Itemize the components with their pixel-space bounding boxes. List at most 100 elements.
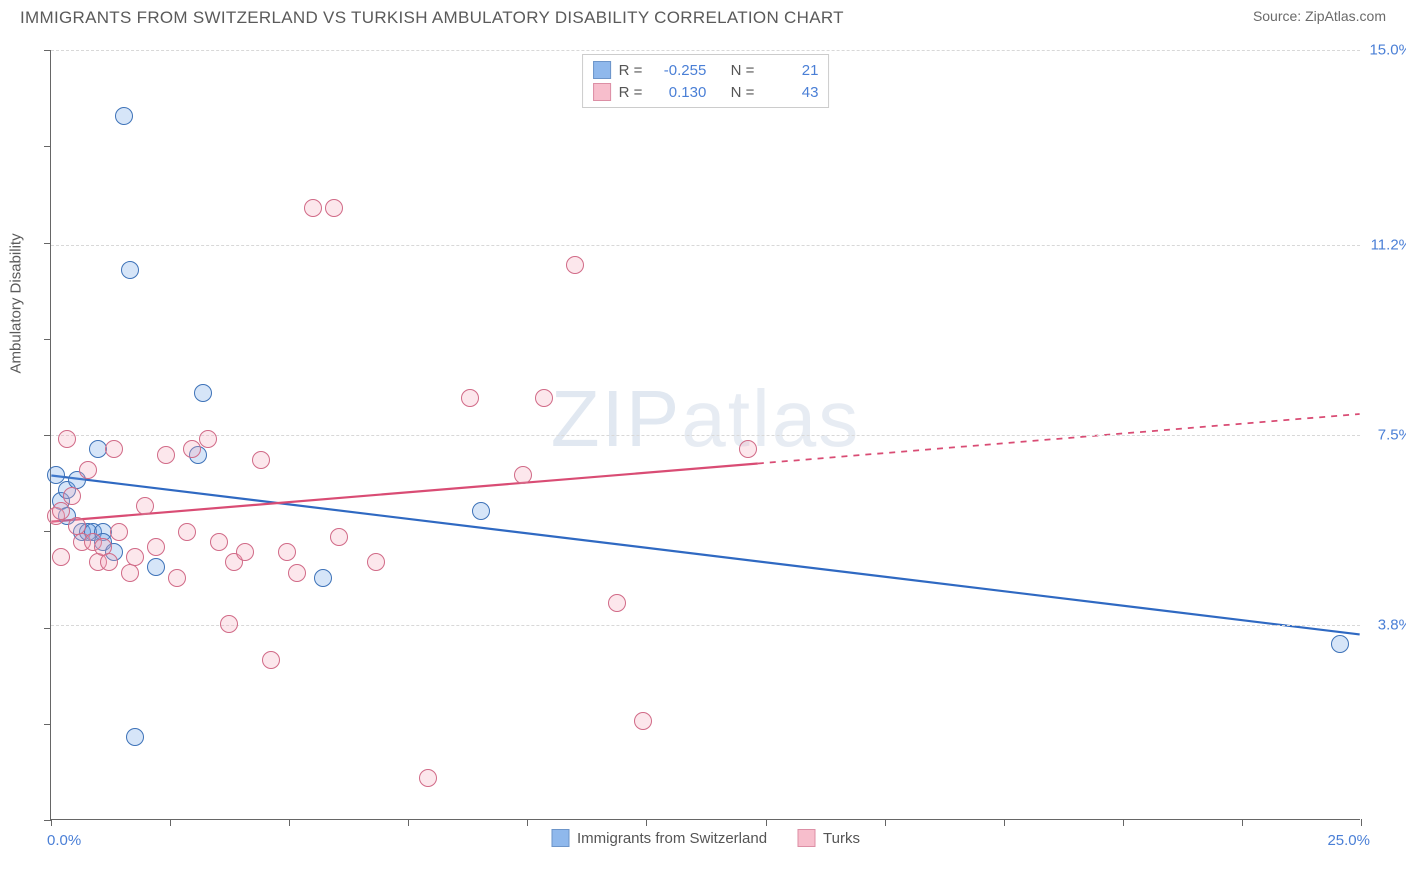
data-point-swiss xyxy=(1331,635,1349,653)
data-point-swiss xyxy=(194,384,212,402)
watermark: ZIPatlas xyxy=(551,373,860,465)
data-point-turks xyxy=(278,543,296,561)
data-point-turks xyxy=(262,651,280,669)
data-point-turks xyxy=(288,564,306,582)
data-point-turks xyxy=(168,569,186,587)
data-point-turks xyxy=(367,553,385,571)
x-tick xyxy=(408,819,409,826)
legend-r-label: R = xyxy=(619,62,643,79)
data-point-turks xyxy=(634,712,652,730)
y-tick xyxy=(44,50,51,51)
x-tick xyxy=(527,819,528,826)
x-tick xyxy=(1242,819,1243,826)
legend-n-label: N = xyxy=(731,84,755,101)
grid-line xyxy=(51,50,1360,51)
data-point-swiss xyxy=(147,558,165,576)
y-tick xyxy=(44,628,51,629)
grid-line xyxy=(51,625,1360,626)
data-point-turks xyxy=(183,440,201,458)
swatch-swiss-icon xyxy=(551,829,569,847)
grid-line xyxy=(51,435,1360,436)
data-point-turks xyxy=(157,446,175,464)
legend-r-value-turks: 0.130 xyxy=(650,84,706,101)
data-point-turks xyxy=(739,440,757,458)
data-point-swiss xyxy=(314,569,332,587)
legend-r-value-swiss: -0.255 xyxy=(650,62,706,79)
data-point-turks xyxy=(126,548,144,566)
x-tick xyxy=(1361,819,1362,826)
data-point-turks xyxy=(220,615,238,633)
data-point-turks xyxy=(325,199,343,217)
data-point-turks xyxy=(147,538,165,556)
source-name: ZipAtlas.com xyxy=(1305,8,1386,24)
data-point-turks xyxy=(178,523,196,541)
data-point-turks xyxy=(236,543,254,561)
data-point-turks xyxy=(79,461,97,479)
y-tick xyxy=(44,435,51,436)
swatch-turks xyxy=(593,83,611,101)
y-tick-label: 7.5% xyxy=(1378,427,1406,444)
legend-row-turks: R = 0.130 N = 43 xyxy=(593,81,819,103)
data-point-turks xyxy=(252,451,270,469)
legend-n-label: N = xyxy=(731,62,755,79)
x-tick xyxy=(289,819,290,826)
legend-item-swiss: Immigrants from Switzerland xyxy=(551,829,767,847)
data-point-turks xyxy=(566,256,584,274)
data-point-turks xyxy=(110,523,128,541)
y-tick xyxy=(44,820,51,821)
data-point-turks xyxy=(304,199,322,217)
x-tick xyxy=(170,819,171,826)
legend-n-value-swiss: 21 xyxy=(762,62,818,79)
x-tick xyxy=(1123,819,1124,826)
correlation-legend: R = -0.255 N = 21 R = 0.130 N = 43 xyxy=(582,54,830,108)
y-tick xyxy=(44,724,51,725)
data-point-turks xyxy=(63,487,81,505)
data-point-turks xyxy=(52,502,70,520)
data-point-swiss xyxy=(472,502,490,520)
y-tick xyxy=(44,531,51,532)
data-point-swiss xyxy=(126,728,144,746)
data-point-turks xyxy=(608,594,626,612)
data-point-turks xyxy=(210,533,228,551)
data-point-turks xyxy=(330,528,348,546)
legend-row-swiss: R = -0.255 N = 21 xyxy=(593,59,819,81)
data-point-turks xyxy=(121,564,139,582)
swatch-turks-icon xyxy=(797,829,815,847)
chart-title: IMMIGRANTS FROM SWITZERLAND VS TURKISH A… xyxy=(20,8,844,28)
series-legend: Immigrants from Switzerland Turks xyxy=(551,829,860,847)
data-point-swiss xyxy=(121,261,139,279)
data-point-turks xyxy=(535,389,553,407)
x-tick xyxy=(1004,819,1005,826)
x-tick xyxy=(885,819,886,826)
y-axis-label: Ambulatory Disability xyxy=(8,233,25,373)
trend-line-turks xyxy=(51,464,757,522)
data-point-turks xyxy=(199,430,217,448)
x-tick xyxy=(766,819,767,826)
data-point-turks xyxy=(419,769,437,787)
legend-n-value-turks: 43 xyxy=(762,84,818,101)
y-tick xyxy=(44,339,51,340)
x-axis-min: 0.0% xyxy=(47,832,81,849)
data-point-turks xyxy=(58,430,76,448)
x-tick xyxy=(646,819,647,826)
legend-item-turks: Turks xyxy=(797,829,860,847)
y-tick-label: 3.8% xyxy=(1378,616,1406,633)
y-tick xyxy=(44,146,51,147)
data-point-turks xyxy=(52,548,70,566)
y-tick xyxy=(44,243,51,244)
x-tick xyxy=(51,819,52,826)
legend-r-label: R = xyxy=(619,84,643,101)
data-point-turks xyxy=(100,553,118,571)
y-tick-label: 15.0% xyxy=(1369,42,1406,59)
data-point-swiss xyxy=(115,107,133,125)
legend-label-swiss: Immigrants from Switzerland xyxy=(577,830,767,847)
legend-label-turks: Turks xyxy=(823,830,860,847)
source-prefix: Source: xyxy=(1253,8,1305,24)
data-point-turks xyxy=(514,466,532,484)
swatch-swiss xyxy=(593,61,611,79)
y-tick-label: 11.2% xyxy=(1371,237,1406,254)
source-attribution: Source: ZipAtlas.com xyxy=(1253,8,1386,26)
x-axis-max: 25.0% xyxy=(1327,832,1370,849)
data-point-turks xyxy=(105,440,123,458)
data-point-turks xyxy=(136,497,154,515)
